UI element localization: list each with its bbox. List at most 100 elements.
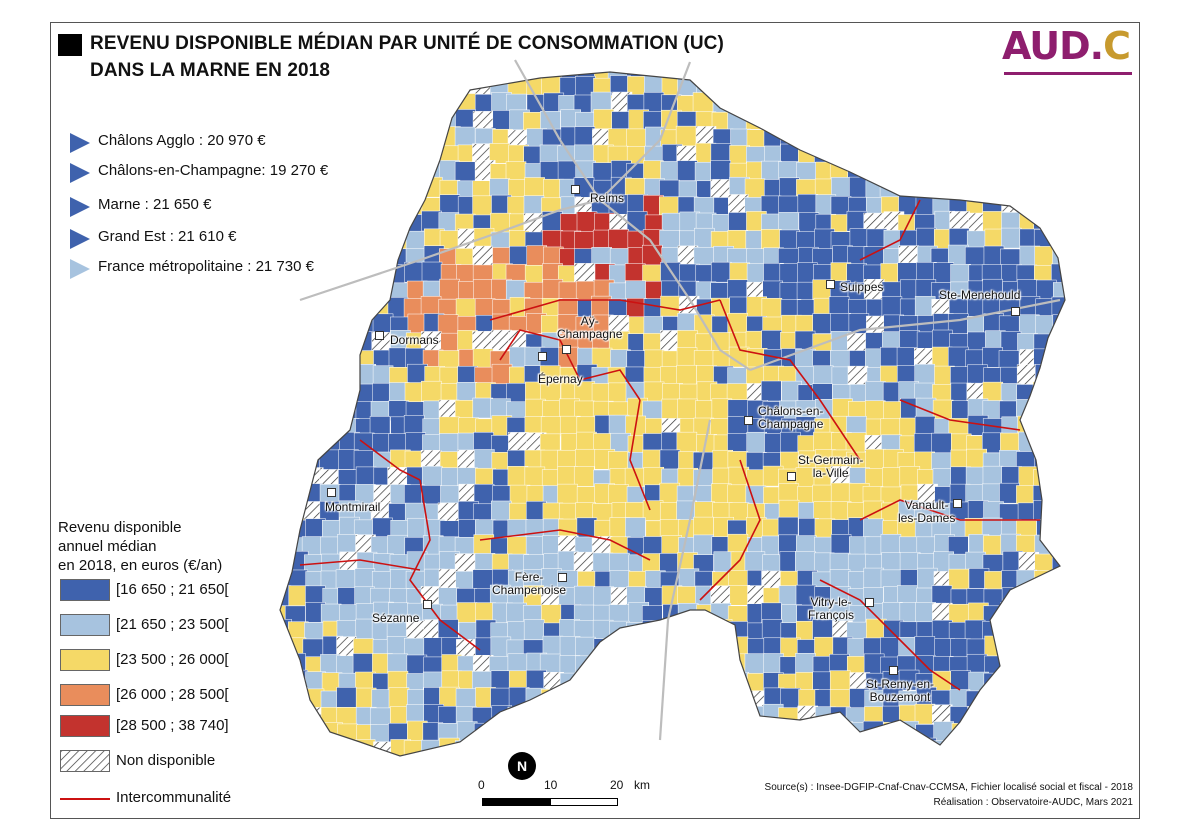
place-montmirail: Montmirail — [325, 500, 381, 514]
legend-swatch — [60, 649, 110, 671]
commune-cell — [728, 75, 749, 97]
commune-cell — [353, 161, 375, 182]
commune-cell — [354, 739, 376, 756]
commune-cell — [280, 637, 290, 658]
commune-cell — [1053, 231, 1065, 252]
commune-cell — [1033, 500, 1054, 521]
source-credits: Source(s) : Insee-DGFIP-Cnaf-Cnav-CCMSA,… — [764, 782, 1133, 808]
commune-cell — [693, 723, 714, 745]
commune-cell — [1050, 687, 1065, 708]
commune-cell — [338, 758, 358, 778]
commune-cell — [744, 94, 766, 116]
commune-cell — [593, 109, 615, 130]
commune-cell — [320, 143, 341, 164]
commune-cell — [339, 162, 360, 184]
commune-cell — [966, 72, 988, 82]
commune-cell — [590, 91, 612, 113]
commune-cell — [812, 619, 833, 640]
commune-cell — [1035, 146, 1057, 167]
commune-cell — [745, 76, 766, 97]
commune-cell — [355, 466, 377, 488]
commune-cell — [829, 670, 851, 691]
commune-cell — [965, 161, 986, 182]
commune-cell — [407, 146, 428, 168]
commune-cell — [1052, 245, 1065, 266]
commune-cell — [1000, 179, 1021, 201]
commune-cell — [659, 724, 681, 745]
commune-cell — [286, 741, 307, 756]
commune-cell — [404, 176, 425, 198]
commune-cell — [693, 534, 714, 556]
commune-cell — [948, 92, 969, 113]
commune-cell — [387, 109, 408, 130]
commune-unavailable — [286, 381, 308, 403]
commune-cell — [287, 331, 308, 352]
hatch-swatch — [60, 750, 110, 772]
commune-cell — [474, 449, 495, 470]
epci-boundary-1 — [489, 299, 721, 321]
commune-cell — [355, 247, 376, 268]
commune-cell — [999, 128, 1020, 150]
commune-cell — [846, 741, 868, 756]
triangle-marker-icon — [70, 197, 90, 217]
commune-cell — [474, 739, 495, 756]
commune-cell — [542, 739, 564, 756]
commune-cell — [627, 637, 649, 659]
commune-unavailable — [285, 435, 307, 456]
commune-cell — [526, 707, 547, 728]
commune-cell — [1035, 112, 1057, 133]
commune-cell — [1070, 96, 1090, 116]
commune-cell — [335, 569, 357, 590]
commune-cell — [727, 312, 748, 334]
commune-cell — [746, 724, 767, 745]
commune-unavailable — [1071, 555, 1091, 575]
commune-cell — [1068, 110, 1088, 130]
commune-cell — [1018, 108, 1039, 130]
commune-cell — [728, 212, 749, 233]
commune-cell — [899, 128, 921, 150]
commune-cell — [1035, 193, 1056, 215]
commune-cell — [592, 672, 614, 694]
commune-cell — [1001, 227, 1022, 249]
commune-cell — [523, 195, 545, 216]
commune-cell — [1071, 417, 1091, 437]
legend-swatch — [60, 579, 110, 601]
commune-cell — [761, 330, 782, 351]
commune-cell — [370, 229, 392, 250]
stat-chalons-en-champagne: Châlons-en-Champagne: 19 270 € — [70, 162, 328, 183]
commune-cell — [352, 653, 374, 674]
commune-cell — [896, 111, 918, 133]
commune-cell — [812, 671, 833, 693]
commune-cell — [280, 330, 290, 351]
commune-cell — [1002, 75, 1024, 96]
commune-cell — [387, 653, 408, 675]
commune-cell — [950, 126, 972, 147]
commune-cell — [950, 670, 971, 692]
commune-cell — [472, 569, 494, 590]
commune-cell — [286, 93, 307, 115]
commune-cell — [916, 227, 937, 249]
road-a4-east — [599, 199, 751, 371]
place-st-remy-en-bouzemont: St-Remy-en- Bouzemont — [866, 677, 935, 704]
road-a4-far-east — [749, 298, 1061, 372]
commune-cell — [626, 128, 647, 150]
commune-cell — [866, 143, 887, 165]
commune-cell — [762, 757, 782, 777]
commune-cell — [1050, 331, 1065, 353]
north-arrow-icon: N — [508, 752, 536, 780]
commune-cell — [729, 687, 751, 709]
commune-cell — [659, 449, 681, 471]
commune-cell — [403, 415, 425, 436]
commune-cell — [644, 757, 664, 777]
commune-cell — [423, 95, 445, 116]
commune-cell — [1001, 723, 1022, 744]
commune-cell — [1052, 552, 1065, 573]
commune-cell — [1051, 381, 1065, 402]
commune-cell — [814, 739, 836, 756]
commune-cell — [543, 724, 564, 745]
commune-cell — [678, 670, 699, 692]
commune-cell — [879, 178, 901, 199]
commune-cell — [322, 755, 344, 756]
commune-cell — [1036, 689, 1058, 711]
